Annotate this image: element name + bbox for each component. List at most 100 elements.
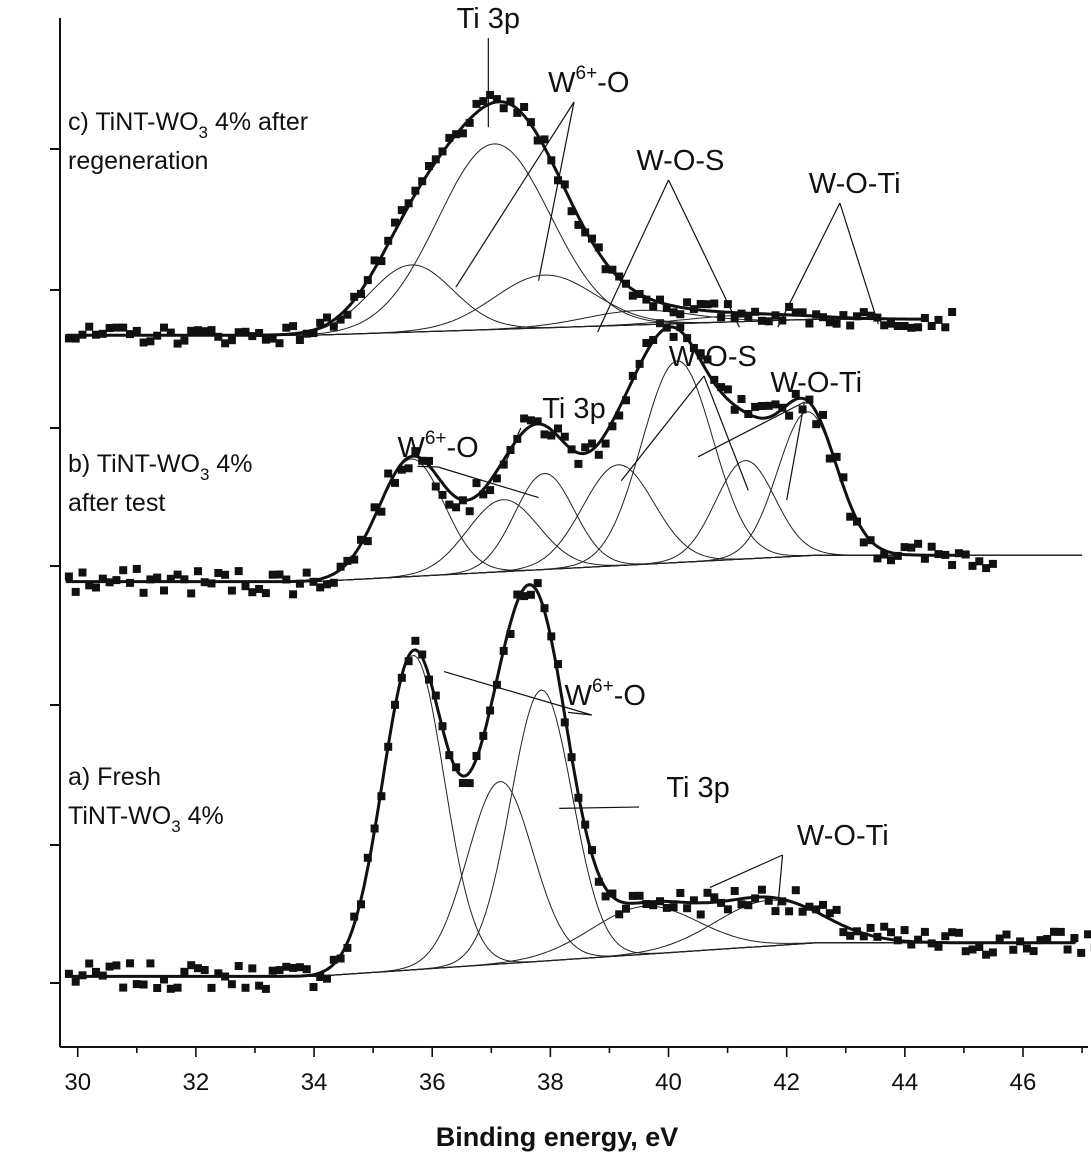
data-point <box>893 322 902 330</box>
panel-label: regeneration <box>68 147 208 175</box>
data-point <box>601 439 610 448</box>
data-point <box>676 323 685 332</box>
data-point <box>567 445 576 454</box>
peak-annotation: W-O-Ti <box>809 168 901 200</box>
data-point <box>812 310 821 319</box>
data-point <box>526 590 535 599</box>
data-point <box>431 155 440 164</box>
peak-annotation: W6+-O <box>548 63 629 99</box>
data-point <box>927 322 936 330</box>
data-point <box>282 962 291 971</box>
data-point <box>689 305 698 314</box>
data-point <box>982 564 991 573</box>
data-point <box>995 934 1004 943</box>
data-point <box>554 660 562 669</box>
data-point <box>214 569 223 577</box>
data-point <box>207 326 216 335</box>
data-point <box>581 443 590 452</box>
data-point <box>900 926 909 935</box>
data-point <box>1016 937 1025 946</box>
data-point <box>92 967 100 976</box>
data-point <box>791 308 800 317</box>
x-tick-label: 34 <box>301 1069 328 1096</box>
data-point <box>261 335 270 344</box>
data-point <box>112 576 121 585</box>
data-point <box>778 316 787 325</box>
data-point <box>608 265 617 274</box>
data-point <box>547 156 556 165</box>
data-point <box>132 564 141 573</box>
data-point <box>859 932 868 941</box>
component-curve <box>65 264 929 336</box>
data-point <box>1022 944 1031 953</box>
data-point <box>241 983 250 992</box>
data-point <box>751 894 760 903</box>
data-point <box>751 402 760 411</box>
data-point <box>696 349 705 358</box>
data-point <box>173 339 182 348</box>
fit-envelope-line <box>65 583 1075 978</box>
data-point <box>472 752 481 760</box>
data-point <box>954 549 963 558</box>
data-point <box>384 742 393 751</box>
data-point <box>819 900 827 909</box>
data-point <box>479 97 488 106</box>
data-point <box>445 133 454 142</box>
data-point <box>397 465 406 474</box>
panel-label: after test <box>68 489 165 517</box>
data-point <box>900 322 909 330</box>
data-point <box>914 539 923 548</box>
data-point <box>316 318 325 327</box>
data-point <box>126 578 134 587</box>
data-point <box>227 336 236 345</box>
data-point <box>954 928 963 937</box>
data-point <box>221 339 230 348</box>
data-point <box>880 922 889 931</box>
data-point <box>207 579 216 588</box>
data-point <box>316 973 325 981</box>
data-point <box>268 966 277 975</box>
data-point <box>221 570 230 579</box>
data-point <box>139 588 148 597</box>
data-point <box>839 311 848 320</box>
data-point <box>615 910 624 919</box>
data-point <box>479 490 488 499</box>
data-point <box>689 896 698 905</box>
panel-label: a) Fresh <box>68 763 161 791</box>
data-point <box>927 939 936 948</box>
data-point <box>506 446 515 454</box>
data-point <box>194 567 202 576</box>
data-point <box>941 550 950 559</box>
data-point <box>581 820 590 829</box>
data-point <box>200 327 209 336</box>
data-point <box>866 923 875 932</box>
data-point <box>513 434 522 443</box>
data-point <box>295 336 304 344</box>
data-point <box>411 447 420 456</box>
data-point <box>255 329 264 337</box>
data-point <box>547 431 556 440</box>
data-point <box>662 304 671 312</box>
data-point <box>574 459 583 468</box>
data-point <box>920 927 929 936</box>
data-point <box>241 327 250 336</box>
data-point <box>316 583 325 592</box>
data-point <box>649 901 658 910</box>
data-point <box>594 450 603 459</box>
x-tick-label: 46 <box>1010 1069 1037 1096</box>
data-point <box>941 932 950 941</box>
peak-annotation: W-O-Ti <box>797 820 889 852</box>
annotation-leader <box>777 854 784 907</box>
data-point <box>234 328 243 337</box>
data-point <box>64 572 73 581</box>
fit-envelope-line <box>65 100 929 337</box>
data-point <box>160 323 168 332</box>
data-point <box>526 118 535 127</box>
data-point <box>275 339 284 348</box>
data-point <box>418 456 427 465</box>
data-point <box>608 422 617 431</box>
data-point <box>363 853 372 862</box>
data-point <box>261 984 270 993</box>
data-point <box>812 420 821 429</box>
data-point <box>1043 935 1052 943</box>
